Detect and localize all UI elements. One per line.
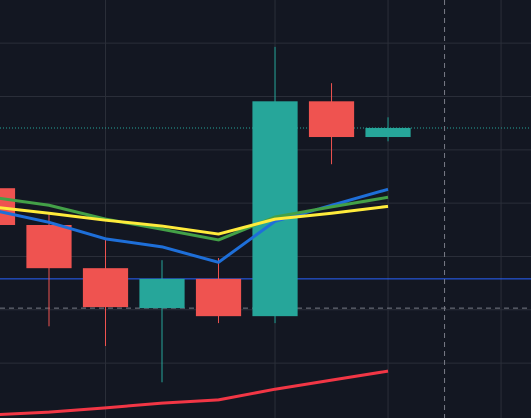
indicator-line [0, 195, 389, 242]
candle-body [252, 101, 298, 317]
indicator-line [0, 369, 389, 416]
candle-body [139, 278, 185, 309]
candle-body [308, 101, 355, 138]
indicator-line [0, 204, 389, 236]
candle-body [195, 278, 242, 317]
candle-body [82, 268, 129, 308]
candle-body [26, 224, 72, 269]
candle-body [365, 127, 411, 138]
